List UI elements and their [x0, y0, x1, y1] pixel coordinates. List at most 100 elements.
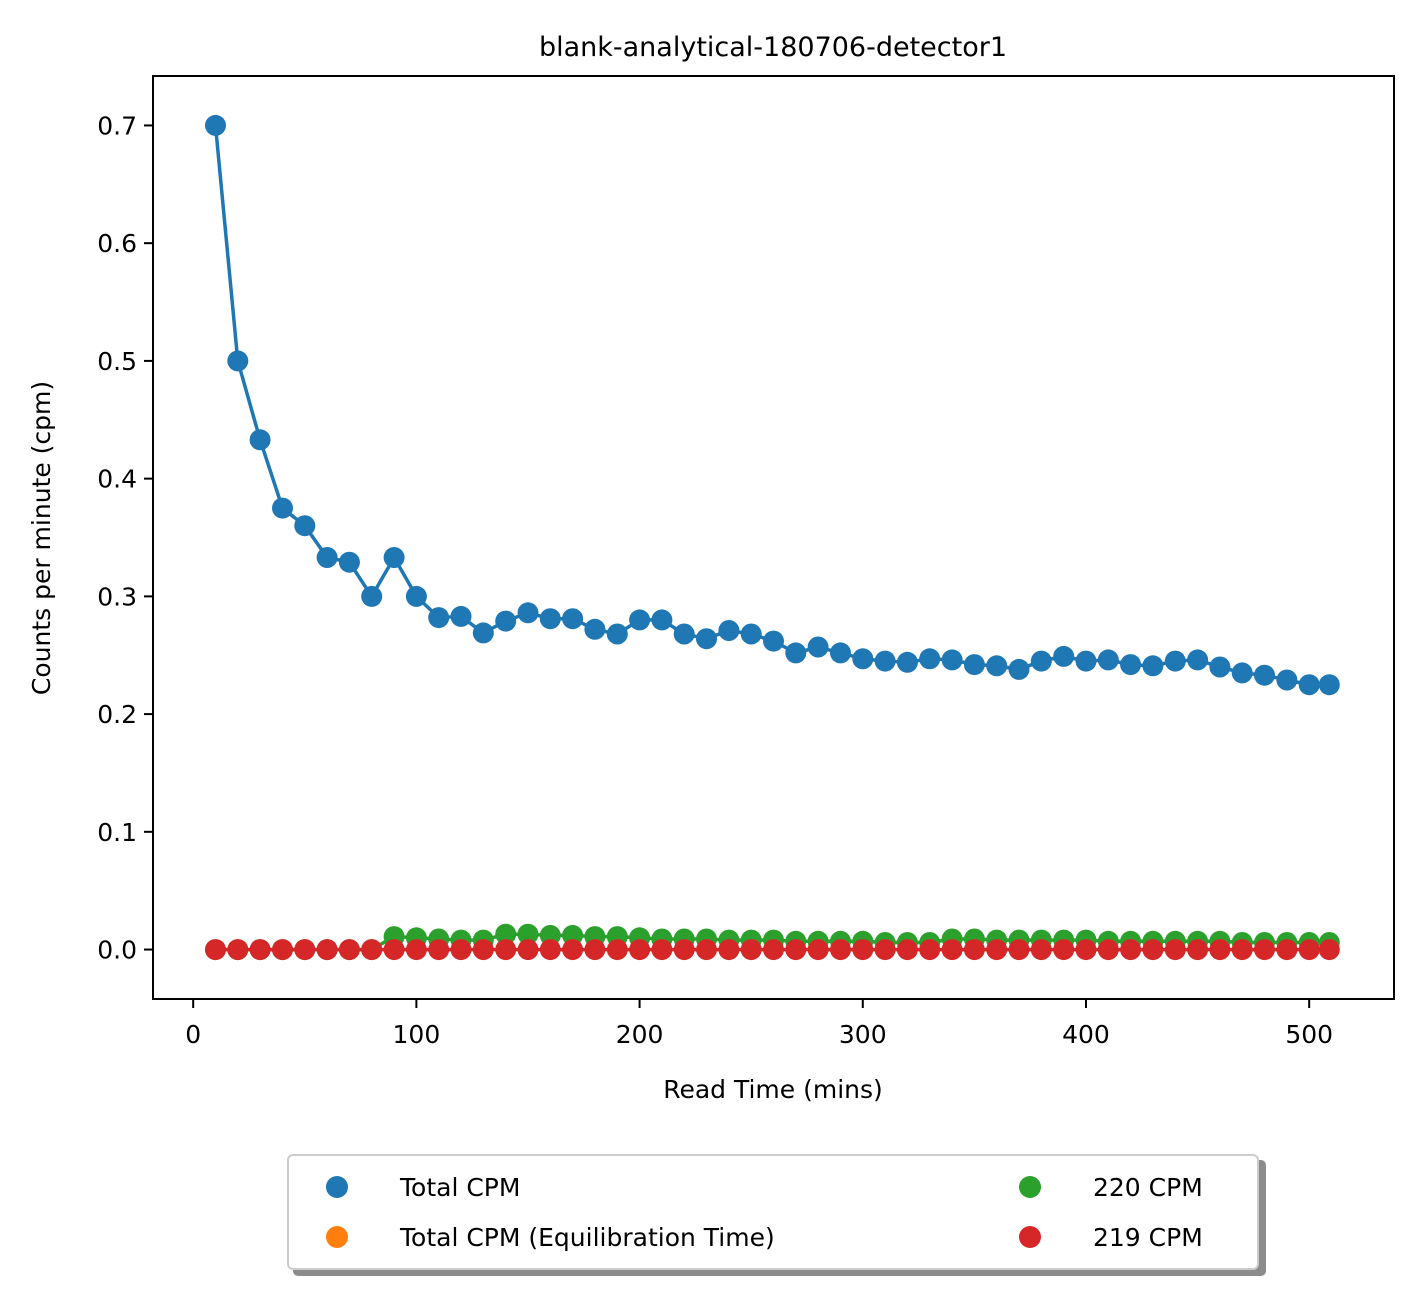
- legend-label-220-cpm: 220 CPM: [1093, 1173, 1203, 1202]
- data-point: [383, 547, 405, 568]
- data-point: [941, 649, 963, 671]
- data-point: [919, 939, 941, 961]
- data-point: [896, 939, 918, 961]
- data-point: [249, 429, 271, 451]
- data-point: [606, 623, 628, 645]
- data-point: [562, 939, 584, 961]
- data-point: [405, 939, 427, 961]
- plot-frame: [152, 75, 1395, 1000]
- data-point: [852, 648, 874, 670]
- data-point: [629, 609, 651, 631]
- data-point: [807, 939, 829, 961]
- data-point: [1254, 664, 1275, 686]
- legend: Total CPM Total CPM (Equilibration Time)…: [287, 1154, 1266, 1276]
- data-point: [807, 636, 829, 658]
- data-point: [205, 114, 226, 136]
- data-point: [562, 608, 584, 630]
- data-point: [1276, 669, 1298, 691]
- data-point: [450, 939, 472, 961]
- data-point: [963, 654, 985, 676]
- data-point: [472, 939, 494, 961]
- data-point: [830, 642, 851, 664]
- data-point: [651, 609, 673, 631]
- data-point: [1209, 656, 1231, 678]
- legend-label-219-cpm: 219 CPM: [1093, 1223, 1203, 1252]
- data-point: [361, 585, 383, 607]
- data-point: [1120, 939, 1142, 961]
- data-point: [584, 618, 606, 640]
- data-point: [1030, 650, 1052, 672]
- data-point: [1097, 939, 1119, 961]
- legend-box: [287, 1154, 1259, 1270]
- data-point: [1298, 674, 1320, 696]
- data-point: [405, 585, 427, 607]
- data-point: [1164, 939, 1186, 961]
- data-point: [272, 939, 293, 961]
- data-point: [495, 923, 517, 945]
- data-point: [294, 515, 316, 537]
- data-point: [1008, 939, 1030, 961]
- data-point: [517, 939, 539, 961]
- data-point: [785, 642, 807, 664]
- y-tick-label: 0.6: [97, 229, 137, 258]
- data-point: [1187, 649, 1209, 671]
- x-tick-label: 300: [839, 1020, 887, 1049]
- x-axis-label: Read Time (mins): [663, 1075, 883, 1104]
- data-point: [1097, 649, 1119, 671]
- data-point: [763, 939, 784, 961]
- chart-title: blank-analytical-180706-detector1: [539, 32, 1007, 63]
- data-point: [1142, 939, 1164, 961]
- data-point: [1120, 654, 1142, 676]
- data-point: [696, 939, 717, 961]
- data-point: [1053, 939, 1075, 961]
- data-point: [785, 939, 807, 961]
- data-point: [718, 620, 740, 641]
- data-point: [696, 628, 717, 650]
- y-tick-label: 0.1: [97, 818, 137, 847]
- y-tick-label: 0.7: [97, 111, 137, 140]
- y-tick-label: 0.2: [97, 700, 137, 729]
- data-point: [673, 939, 695, 961]
- data-point: [830, 939, 851, 961]
- data-point: [495, 610, 517, 632]
- data-point: [1008, 658, 1030, 680]
- y-tick-label: 0.3: [97, 582, 137, 611]
- data-point: [763, 630, 784, 652]
- data-point: [1298, 939, 1320, 961]
- data-point: [205, 939, 226, 961]
- data-point: [272, 497, 293, 519]
- x-tick-label: 100: [393, 1020, 441, 1049]
- legend-label-equilibration: Total CPM (Equilibration Time): [399, 1223, 775, 1252]
- data-point: [584, 939, 606, 961]
- data-point: [1142, 655, 1164, 677]
- legend-marker-total-cpm: [326, 1176, 348, 1198]
- data-point: [1187, 939, 1209, 961]
- data-point: [1053, 645, 1075, 667]
- data-point: [495, 939, 517, 961]
- x-tick-label: 200: [616, 1020, 664, 1049]
- y-tick-label: 0.0: [97, 936, 137, 965]
- data-point: [986, 939, 1008, 961]
- x-tick-label: 500: [1285, 1020, 1333, 1049]
- series-line: [213, 125, 1330, 687]
- data-point: [1231, 662, 1253, 684]
- data-point: [428, 939, 450, 961]
- legend-label-total-cpm: Total CPM: [399, 1173, 520, 1202]
- x-tick-label: 0: [185, 1020, 201, 1049]
- data-point: [852, 939, 874, 961]
- data-point: [517, 602, 539, 624]
- data-point: [629, 939, 651, 961]
- data-point: [316, 939, 338, 961]
- data-point: [919, 648, 941, 670]
- data-point: [472, 622, 494, 644]
- data-point: [941, 939, 963, 961]
- data-point: [450, 605, 472, 627]
- data-point: [1318, 939, 1340, 961]
- y-tick-label: 0.4: [97, 465, 137, 494]
- data-point: [383, 939, 405, 961]
- y-axis-label: Counts per minute (cpm): [27, 381, 56, 695]
- y-tick-label: 0.5: [97, 347, 137, 376]
- data-point: [1254, 939, 1275, 961]
- data-point: [517, 923, 539, 945]
- y-axis: 0.0 0.1 0.2 0.3 0.4 0.5 0.6 0.7: [97, 111, 153, 965]
